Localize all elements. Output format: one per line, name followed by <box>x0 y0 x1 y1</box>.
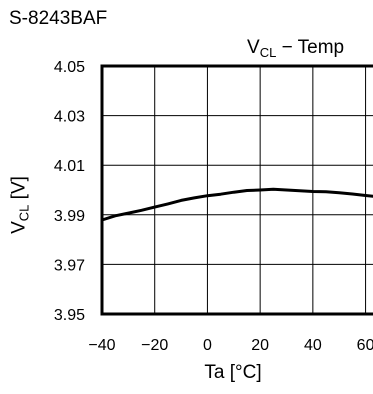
y-tick-label: 3.95 <box>54 307 85 324</box>
x-tick-label: −40 <box>88 337 115 354</box>
x-tick-label: 40 <box>304 337 322 354</box>
y-axis-label-subscript: CL <box>16 204 32 222</box>
x-tick-label: −20 <box>141 337 168 354</box>
y-axis-label-main: V <box>8 221 30 234</box>
y-axis-label: VCL [V] <box>9 176 32 234</box>
chart-title-subscript: CL <box>259 45 277 60</box>
grid <box>102 66 373 314</box>
y-tick-label: 4.05 <box>54 59 85 76</box>
y-tick-labels: 3.95 3.97 3.99 4.01 4.03 4.05 <box>54 59 85 324</box>
x-axis-label: Ta [°C] <box>204 362 262 383</box>
x-tick-label: 20 <box>251 337 269 354</box>
x-tick-labels: −40−20020406080 <box>88 337 373 354</box>
y-tick-label: 3.97 <box>54 257 85 274</box>
x-tick-label: 60 <box>357 337 373 354</box>
plot-frame <box>100 64 373 316</box>
y-tick-label: 4.03 <box>54 109 85 126</box>
series-line <box>100 187 373 222</box>
chart-title-rest: − Temp <box>276 37 345 58</box>
chart-title: VCL − Temp <box>247 37 344 60</box>
y-tick-label: 3.99 <box>54 208 85 225</box>
part-number-label: S-8243BAF <box>9 8 108 29</box>
y-axis-label-rest: [V] <box>8 176 30 205</box>
x-tick-label: 0 <box>203 337 212 354</box>
chart-title-main: V <box>247 37 260 58</box>
y-tick-label: 4.01 <box>54 158 85 175</box>
